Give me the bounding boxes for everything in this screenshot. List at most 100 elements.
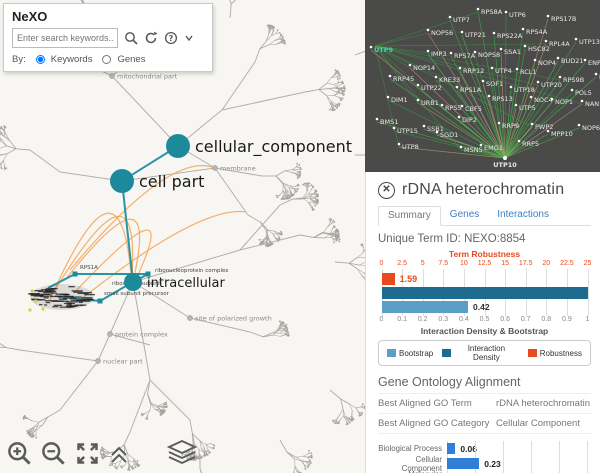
gene-label[interactable]: BMS1 [380, 118, 398, 126]
gene-node[interactable] [426, 49, 430, 53]
gene-label[interactable]: SSA1 [504, 48, 521, 56]
gene-node[interactable] [434, 75, 438, 79]
gene-label[interactable]: SOF1 [486, 80, 503, 88]
selected-term-node[interactable] [110, 169, 134, 193]
gene-node[interactable] [457, 115, 461, 119]
gene-node[interactable] [459, 145, 463, 149]
tab-interactions[interactable]: Interactions [497, 209, 549, 220]
gene-node[interactable] [460, 30, 464, 34]
gene-node[interactable] [583, 58, 587, 62]
selected-term-node[interactable] [124, 273, 142, 291]
gene-label[interactable]: UTP8 [402, 143, 419, 151]
gene-label[interactable]: CBF5 [465, 105, 482, 113]
gene-node[interactable] [533, 58, 537, 62]
gene-node[interactable] [492, 31, 496, 35]
gene-node[interactable] [580, 99, 584, 103]
gene-label[interactable]: UTP5 [519, 104, 536, 112]
tab-summary[interactable]: Summary [378, 206, 441, 226]
gene-node[interactable] [509, 85, 513, 89]
gene-label[interactable]: UTP7 [453, 16, 470, 24]
gene-node[interactable] [544, 39, 548, 43]
gene-node[interactable] [426, 28, 430, 32]
term-node[interactable] [187, 315, 193, 321]
gene-node[interactable] [476, 7, 480, 11]
gene-label[interactable]: RPS9B [563, 76, 584, 84]
gene-label[interactable]: ENP1 [588, 59, 600, 67]
gene-label[interactable]: MSN5 [464, 146, 483, 154]
term-node[interactable] [95, 358, 101, 364]
gene-node[interactable] [473, 50, 477, 54]
gene-node[interactable] [408, 63, 412, 67]
gene-node[interactable] [416, 98, 420, 102]
gene-label[interactable]: POL5 [575, 89, 592, 97]
gene-node[interactable] [392, 126, 396, 130]
gene-label[interactable]: UTP13 [579, 38, 600, 46]
gene-label[interactable]: UTP4 [495, 67, 512, 75]
gene-node[interactable] [521, 27, 525, 31]
gene-label[interactable]: RPS4A [526, 28, 548, 36]
gene-label[interactable]: NOC4 [534, 96, 553, 104]
gene-node[interactable] [397, 142, 401, 146]
zoom-in-icon[interactable] [6, 440, 33, 467]
gene-label[interactable]: NAN1 [585, 100, 600, 108]
gene-label[interactable]: KRE33 [439, 76, 460, 84]
gene-label[interactable]: UTP18 [514, 86, 535, 94]
gene-label[interactable]: UTP20 [541, 81, 562, 89]
keywords-radio[interactable] [35, 55, 45, 64]
refresh-icon[interactable] [144, 31, 158, 45]
gene-label[interactable]: NOP58 [478, 51, 500, 59]
gene-node[interactable] [440, 103, 444, 107]
gene-network-panel[interactable]: RPS8A UTP6 RPS17B UTP7 NOP56 UTP21 RPS22A RPS4A… [365, 0, 600, 173]
gene-label[interactable]: RPS7A [454, 52, 476, 60]
gene-node[interactable] [556, 56, 560, 60]
gene-label[interactable]: SSB1 [427, 125, 444, 133]
gene-node[interactable] [550, 97, 554, 101]
gene-label[interactable]: HSC82 [528, 45, 550, 53]
gene-label[interactable]: RPS1A [460, 86, 482, 94]
gene-node[interactable] [497, 121, 501, 125]
gene-node[interactable] [536, 80, 540, 84]
term-node[interactable] [109, 73, 115, 79]
gene-node[interactable] [487, 94, 491, 98]
gene-label[interactable]: PWP2 [535, 123, 553, 131]
gene-label[interactable]: RPL4A [549, 40, 570, 48]
gene-node[interactable] [515, 67, 519, 71]
close-icon[interactable]: ✕ [378, 181, 395, 199]
gene-label[interactable]: NOP1 [555, 98, 573, 106]
gene-node[interactable] [455, 85, 459, 89]
gene-label[interactable]: EMG1 [484, 144, 503, 152]
gene-label[interactable]: URB1 [421, 99, 439, 107]
gene-node[interactable] [503, 156, 507, 160]
gene-label[interactable]: RPS5 [445, 104, 462, 112]
gene-node[interactable] [574, 37, 578, 41]
gene-node[interactable] [490, 66, 494, 70]
fit-to-screen-icon[interactable] [74, 440, 101, 467]
search-icon[interactable] [124, 31, 138, 45]
gene-label[interactable]: RPS8A [481, 8, 503, 16]
gene-label[interactable]: NOP56 [431, 29, 453, 37]
term-node[interactable] [107, 331, 113, 337]
gene-label[interactable]: DIM1 [391, 96, 408, 104]
gene-node[interactable] [514, 103, 518, 107]
gene-label[interactable]: NOP14 [413, 64, 435, 72]
gene-node[interactable] [386, 95, 390, 99]
gene-label[interactable]: RPS13 [492, 95, 513, 103]
help-icon[interactable]: ? [164, 31, 178, 45]
gene-node[interactable] [546, 14, 550, 18]
collapse-icon[interactable] [108, 443, 130, 467]
gene-label[interactable]: NOP6 [582, 124, 600, 132]
gene-label[interactable]: SGD1 [440, 131, 458, 139]
genes-radio[interactable] [102, 55, 112, 64]
chevron-down-icon[interactable] [184, 33, 194, 43]
gene-node[interactable] [460, 104, 464, 108]
gene-node[interactable] [388, 74, 392, 78]
gene-node[interactable] [448, 15, 452, 19]
gene-node[interactable] [577, 123, 581, 127]
layers-icon[interactable] [167, 439, 197, 467]
gene-node[interactable] [369, 45, 373, 49]
gene-label[interactable]: RRP12 [463, 67, 484, 75]
gene-node[interactable] [458, 66, 462, 70]
gene-node[interactable] [529, 95, 533, 99]
